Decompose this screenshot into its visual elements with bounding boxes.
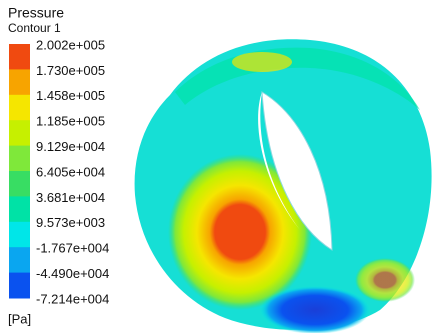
legend-label: -7.214e+004 — [36, 291, 109, 306]
legend-color-band — [9, 95, 30, 121]
legend-color-band — [9, 273, 30, 299]
legend-color-band — [9, 222, 30, 248]
hot-spot-right — [355, 258, 415, 302]
legend-label: 1.185e+005 — [36, 114, 105, 129]
ring-model — [135, 39, 432, 333]
legend-label: 1.730e+005 — [36, 63, 105, 78]
legend-title: Pressure — [8, 5, 64, 21]
legend-label: 9.573e+003 — [36, 215, 105, 230]
legend-label: -4.490e+004 — [36, 266, 109, 281]
legend: Pressure Contour 1 [Pa] 2.002e+005 1.730e… — [8, 5, 109, 327]
legend-color-band — [9, 146, 30, 172]
legend-color-band — [9, 247, 30, 273]
legend-color-band — [9, 44, 30, 70]
legend-label: 2.002e+005 — [36, 37, 105, 52]
legend-label: 1.458e+005 — [36, 88, 105, 103]
legend-label: 6.405e+004 — [36, 164, 105, 179]
legend-subtitle: Contour 1 — [8, 21, 61, 35]
legend-label: 3.681e+004 — [36, 190, 105, 205]
legend-label: -1.767e+004 — [36, 241, 109, 256]
legend-color-band — [9, 196, 30, 222]
legend-unit: [Pa] — [8, 311, 31, 326]
viewport: Pressure Contour 1 [Pa] 2.002e+005 1.730e… — [0, 0, 439, 333]
cold-spot — [260, 286, 370, 333]
legend-label: 9.129e+004 — [36, 139, 105, 154]
legend-color-band — [9, 171, 30, 197]
legend-color-band — [9, 69, 30, 95]
legend-color-band — [9, 120, 30, 146]
hot-spot-top — [232, 52, 292, 72]
